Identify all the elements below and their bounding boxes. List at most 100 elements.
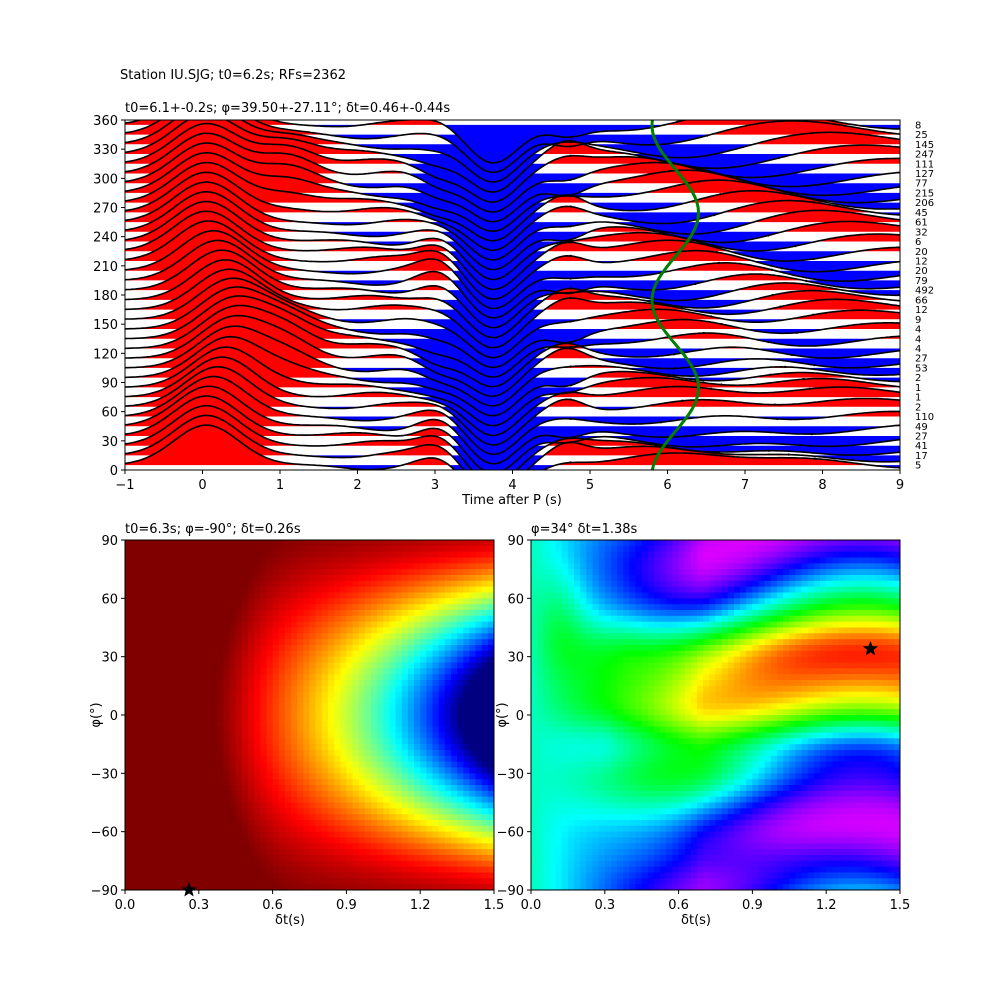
left-heatmap-cell (383, 761, 391, 769)
left-heatmap-cell (426, 569, 434, 576)
left-heatmap-cell (340, 878, 347, 885)
right-heatmap-cell (733, 563, 741, 570)
left-heatmap-cell (481, 785, 489, 792)
left-heatmap-cell (340, 569, 347, 576)
left-heatmap-cell (321, 685, 329, 693)
left-heatmap-cell (481, 755, 489, 763)
trace-pick-marker (767, 340, 770, 344)
left-heatmap-cell (143, 697, 151, 704)
right-heatmap-cell (531, 563, 538, 570)
left-heatmap-cell (315, 540, 323, 547)
right-heatmap-cell (604, 545, 612, 553)
left-heatmap-cell (475, 610, 483, 617)
left-heatmap-cell (278, 598, 286, 605)
left-heatmap-cell (420, 802, 427, 809)
left-heatmap-cell (346, 598, 354, 605)
left-heatmap-cell (352, 604, 360, 611)
right-heatmap-cell (752, 557, 760, 564)
left-heatmap-cell (420, 755, 427, 763)
left-heatmap-cell (420, 557, 427, 564)
left-heatmap-cell (198, 668, 206, 675)
rf-count-label: 49 (915, 422, 928, 433)
left-heatmap-cell (248, 656, 255, 664)
left-heatmap-cell (395, 843, 403, 850)
trace-pick-marker (689, 452, 692, 455)
right-heatmap-cell (678, 604, 686, 611)
right-heatmap-cell (715, 569, 723, 576)
left-heatmap-cell (401, 563, 409, 570)
left-heatmap-cell (371, 750, 378, 757)
left-heatmap-cell (438, 796, 446, 804)
right-heatmap-cell (838, 633, 846, 640)
left-heatmap-cell (444, 860, 452, 868)
left-heatmap-cell (291, 709, 298, 716)
left-heatmap-cell (334, 831, 341, 839)
left-heatmap-cell (161, 639, 169, 646)
right-heatmap-cell (623, 598, 630, 605)
left-heatmap-cell (291, 662, 298, 669)
left-heatmap-cell (327, 633, 335, 640)
left-heatmap-cell (371, 645, 378, 652)
left-heatmap-cell (174, 720, 181, 728)
left-heatmap-cell (284, 843, 292, 850)
left-heatmap-cell (272, 802, 280, 809)
right-heatmap-cell (856, 569, 864, 576)
left-heatmap-cell (469, 814, 477, 821)
left-heatmap-cell (192, 610, 200, 617)
left-heatmap-cell (297, 761, 304, 769)
right-heatmap-cell (777, 621, 784, 629)
left-heatmap-cell (192, 656, 200, 664)
left-heatmap-cell (457, 610, 464, 617)
left-heatmap-cell (377, 580, 384, 588)
right-heatmap-cell (893, 586, 900, 594)
right-heatmap-cell (789, 610, 797, 617)
left-heatmap-cell (155, 610, 163, 617)
left-heatmap-cell (168, 650, 175, 658)
left-heatmap-cell (444, 691, 452, 699)
left-heatmap-cell (217, 750, 224, 757)
left-heatmap-cell (315, 610, 323, 617)
right-heatmap-cell (697, 551, 704, 559)
left-heatmap-cell (180, 866, 188, 874)
left-heatmap-cell (309, 726, 317, 734)
left-heatmap-cell (180, 855, 188, 862)
left-heatmap-cell (229, 685, 237, 693)
left-heatmap-cell (198, 709, 206, 716)
left-heatmap-cell (235, 650, 243, 658)
left-heatmap-cell (487, 627, 494, 634)
left-heatmap-cell (334, 715, 341, 722)
left-heatmap-cell (327, 569, 335, 576)
left-heatmap-cell (297, 732, 304, 739)
left-heatmap-cell (420, 545, 427, 553)
right-heatmap-cell (690, 557, 698, 564)
right-heatmap-cell (770, 615, 778, 623)
left-heatmap-cell (131, 790, 138, 798)
trace-pick-marker (808, 387, 811, 390)
left-heatmap-cell (487, 540, 494, 547)
left-heatmap-cell (211, 662, 218, 669)
trace-pick-marker (719, 193, 722, 196)
left-heatmap-cell (143, 610, 151, 617)
right-heatmap-cell (610, 633, 618, 640)
right-heatmap-cell (672, 563, 680, 570)
right-heatmap-cell (887, 569, 895, 576)
left-heatmap-cell (137, 866, 145, 874)
left-heatmap-cell (125, 604, 132, 611)
left-heatmap-cell (346, 825, 354, 833)
left-heatmap-cell (438, 540, 446, 547)
right-heatmap-cell (660, 604, 667, 611)
left-heatmap-cell (420, 563, 427, 570)
left-heatmap-cell (487, 732, 494, 739)
left-heatmap-cell (266, 720, 274, 728)
right-heatmap-cell (856, 551, 864, 559)
left-heatmap-cell (420, 808, 427, 815)
right-heatmap-cell (721, 540, 729, 547)
right-heatmap-cell (777, 580, 784, 588)
right-heatmap-cell (813, 563, 821, 570)
right-heatmap-cell (789, 633, 797, 640)
trace-pick-marker (768, 110, 770, 112)
left-heatmap-cell (414, 545, 421, 553)
right-heatmap-cell (543, 627, 551, 634)
left-heatmap-cell (358, 592, 366, 599)
left-heatmap-cell (223, 755, 231, 763)
